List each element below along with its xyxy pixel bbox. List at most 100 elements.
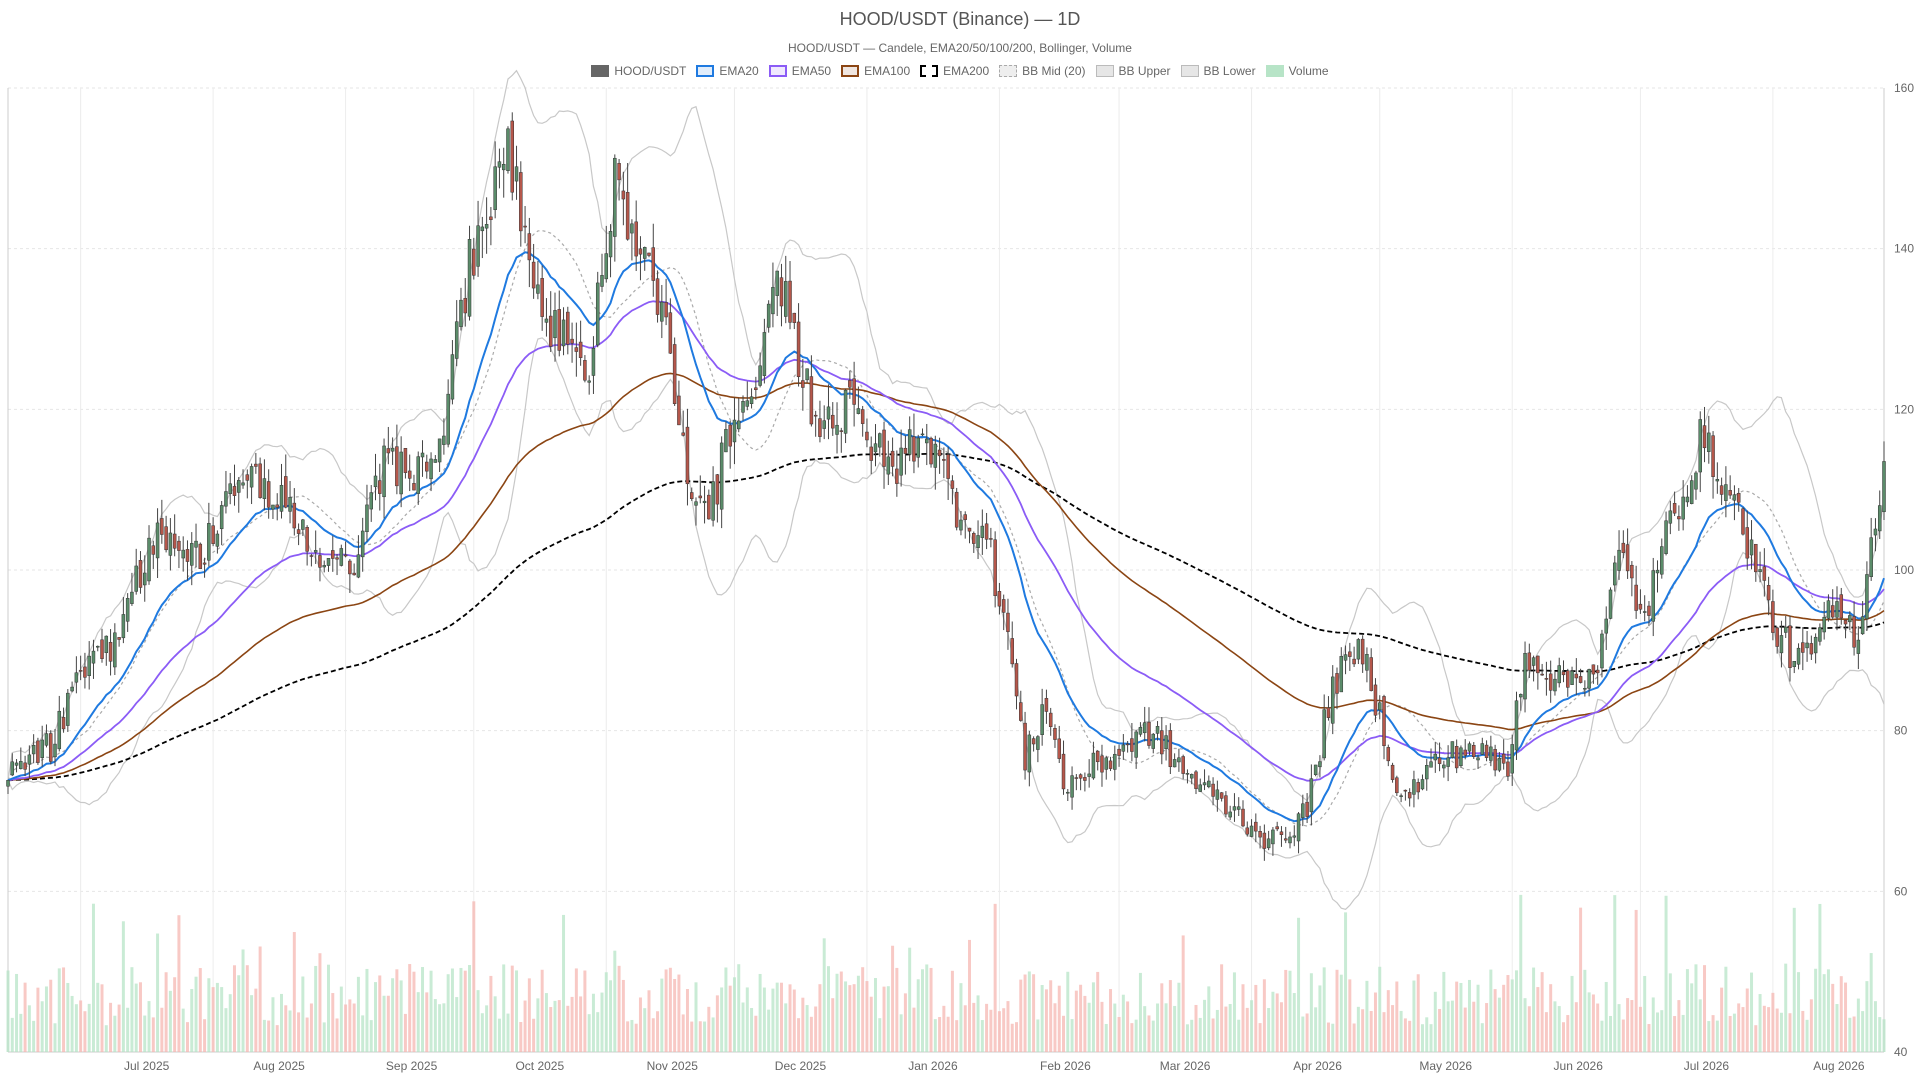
candle-body [664,302,668,318]
legend-item[interactable]: EMA200 [920,64,989,78]
candle-body [707,494,711,520]
volume-bar [1497,997,1501,1052]
volume-bar [805,1005,809,1052]
candle-body [570,338,574,344]
volume-bar [36,987,40,1052]
candle-body [1779,635,1784,654]
candle-body [1211,783,1215,797]
candle-body [1147,721,1151,746]
volume-bar [1079,984,1083,1052]
candle-body [1155,726,1160,734]
candle-body [1595,669,1600,674]
volume-bar [549,1007,553,1052]
candle-body [1613,562,1617,586]
candle-body [296,529,301,534]
candle-body [1138,727,1143,735]
volume-bar [1609,1015,1612,1052]
volume-bar [758,973,762,1052]
candle-body [1843,619,1848,625]
candle-body [386,448,391,454]
candle-body [621,190,626,200]
legend-item[interactable]: EMA100 [841,64,910,78]
volume-bar [344,1004,348,1052]
candle-body [1382,696,1386,747]
volume-bar [280,993,283,1052]
legend-item[interactable]: EMA20 [696,64,759,78]
candle-body [1527,652,1532,671]
volume-bar [1173,1005,1177,1052]
volume-bar [1126,1001,1130,1052]
candle-body [895,468,899,484]
volume-bar [1036,1019,1040,1052]
volume-bar [1237,1019,1241,1052]
candle-body [1766,585,1771,601]
volume-bar [1275,993,1279,1052]
candle-body [194,540,198,548]
volume-bar [138,982,142,1052]
legend-item[interactable]: HOOD/USDT [591,64,686,78]
volume-bar [1737,1003,1741,1052]
candle-body [754,387,758,391]
candle-body [168,532,173,556]
volume-bar [66,982,70,1052]
volume-bar [1164,1003,1168,1052]
volume-bar [848,985,852,1052]
legend-item[interactable]: BB Lower [1180,64,1256,78]
volume-bar [1104,1023,1108,1052]
candle-body [125,598,130,622]
candle-body [1732,494,1737,501]
x-tick-label: Jul 2026 [1684,1059,1730,1073]
candle-body [1446,757,1450,767]
volume-bar [1006,1001,1010,1052]
volume-bar [1544,1012,1548,1052]
volume-bar [1258,1023,1262,1052]
candle-body [1373,684,1378,716]
legend-item[interactable]: BB Upper [1095,64,1171,78]
candle-body [232,486,237,496]
volume-bar [831,998,835,1052]
volume-bar [711,1017,715,1052]
volume-bar [109,1002,113,1052]
candle-body [1531,657,1536,666]
volume-bar [1596,1003,1600,1052]
candle-body [1395,777,1399,794]
legend-item[interactable]: Volume [1265,64,1329,78]
candle-body [689,492,694,499]
volume-bar [1181,935,1185,1052]
volume-bar [327,964,330,1052]
legend-item[interactable]: EMA50 [768,64,831,78]
candle-body [1283,838,1288,841]
candle-body [1578,676,1583,683]
y-tick-label: 160 [1894,81,1914,95]
candle-body [53,743,57,758]
candle-body [561,319,566,347]
chart-legend: HOOD/USDT EMA20 EMA50 EMA100 EMA200 BB Mid (2… [0,64,1920,78]
legend-item[interactable]: BB Mid (20) [999,64,1086,78]
volume-bar [1455,981,1459,1052]
volume-bar [1066,971,1070,1052]
candle-body [198,543,203,569]
volume-bar [1288,970,1292,1052]
candle-body [70,686,74,692]
volume-bar [1053,1003,1057,1052]
candle-body [544,318,549,323]
candle-body [160,518,164,535]
candle-body [44,733,49,746]
volume-bar [1378,966,1382,1052]
candle-body [831,414,835,429]
volume-bar [1087,1002,1091,1052]
candle-body [1425,765,1429,780]
candle-body [1647,605,1651,616]
legend-swatch [591,65,610,77]
candle-body [856,408,861,414]
candle-body [1848,615,1852,623]
volume-bar [74,1004,78,1052]
candle-body [1689,480,1694,504]
volume-bar [980,1020,984,1052]
volume-bar [203,1019,207,1052]
candle-body [1818,627,1822,642]
volume-bar [168,990,172,1052]
candle-body [6,780,10,787]
candle-body [869,446,873,461]
candle-body [1053,728,1057,740]
